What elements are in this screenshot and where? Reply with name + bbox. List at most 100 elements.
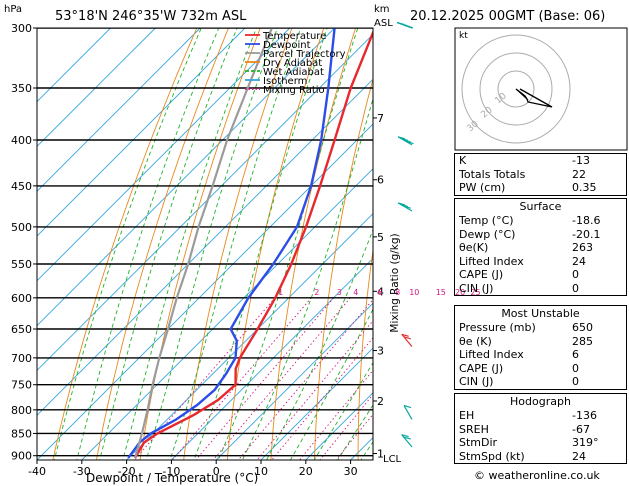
isotherm-line: [37, 28, 156, 148]
datetime-label: 20.12.2025 00GMT (Base: 06): [410, 9, 605, 24]
km-tick-label: 1: [377, 448, 384, 461]
dry-adiabat-line: [314, 77, 373, 460]
row-value: 0: [572, 281, 579, 295]
wind-barb-flag: [403, 336, 411, 340]
indices-rows: K -13 Totals Totals 22 PW (cm) 0.35: [455, 154, 626, 195]
pressure-tick-label: 300: [11, 22, 32, 35]
table-row: Dewp (°C) -20.1: [455, 228, 626, 242]
table-row: CAPE (J) 0: [455, 268, 626, 282]
table-row: Lifted Index 6: [455, 348, 626, 362]
km-tick-label: 2: [377, 395, 384, 408]
dry-adiabat-line: [95, 28, 229, 460]
isotherm-line: [37, 33, 373, 372]
row-value: 285: [572, 334, 593, 348]
row-value: 24: [572, 254, 586, 268]
isotherm-line: [126, 212, 373, 460]
mixing-ratio-label: 20: [455, 288, 465, 297]
hodograph-table-title: Hodograph: [510, 395, 571, 408]
most-unstable-table: Most Unstable Pressure (mb) 650 θe (K) 285 L…: [454, 305, 627, 390]
dewpoint-line: [127, 28, 336, 459]
pressure-tick-label: 850: [11, 427, 32, 440]
wind-barb-flag: [403, 436, 411, 440]
isotherm-line: [37, 28, 246, 237]
wind-barb-flag: [397, 202, 406, 206]
mixing-ratio-labels: 1 2 3 4 6 8 10 15 20 25: [278, 288, 480, 297]
hodograph-ring-20: [479, 52, 553, 126]
row-value: 0.35: [572, 181, 597, 194]
location-label: 53°18'N 246°35'W 732m ASL: [55, 9, 247, 24]
km-unit-label: km: [374, 4, 390, 15]
temperature-tick-label: -40: [28, 465, 46, 478]
table-row: StmDir 319°: [455, 436, 626, 450]
wet-adiabat-line: [122, 28, 257, 460]
mixing-ratio-label: 3: [337, 288, 342, 297]
temperature-tick-label: -10: [162, 465, 180, 478]
row-label: K: [459, 154, 467, 167]
table-row: Totals Totals 22: [455, 168, 626, 182]
wet-adiabat-line: [99, 28, 238, 460]
table-row: PW (cm) 0.35: [455, 181, 626, 195]
temperature-tick-label: -20: [118, 465, 136, 478]
mixing-ratio-label: 8: [395, 288, 400, 297]
pressure-tick-label: 600: [11, 292, 32, 305]
row-label: Lifted Index: [459, 348, 524, 361]
isotherm-line: [81, 168, 373, 460]
pressure-unit-label: hPa: [4, 4, 22, 15]
table-row: θe(K) 263: [455, 241, 626, 255]
row-label: Dewp (°C): [459, 227, 516, 241]
table-row: EH -136: [455, 409, 626, 423]
legend-label: Dry Adiabat: [263, 58, 322, 69]
indices-table: K -13 Totals Totals 22 PW (cm) 0.35: [454, 153, 627, 196]
row-label: Pressure (mb): [459, 321, 536, 334]
row-value: 0: [572, 268, 579, 281]
wind-barb-staff: [401, 333, 413, 347]
wind-barb-flag: [403, 205, 411, 209]
wind-barb: [401, 434, 413, 448]
table-row: CIN (J) 0: [455, 375, 626, 389]
legend-label: Isotherm: [263, 76, 307, 87]
copyright: © weatheronline.co.uk: [474, 469, 600, 482]
pressure-tick-label: 400: [11, 134, 32, 147]
surface-table: Surface Temp (°C) -18.6 Dewp (°C) -20.1 θe(K…: [454, 198, 627, 296]
table-row: Pressure (mb) 650: [455, 321, 626, 335]
pressure-tick-label: 450: [11, 180, 32, 193]
row-value: -18.6: [572, 214, 601, 227]
wind-barb: [397, 202, 413, 212]
hodograph-storm-vector: [515, 88, 529, 101]
most-unstable-rows: Pressure (mb) 650 θe (K) 285 Lifted Index 6 CA…: [455, 321, 626, 389]
km-tick-label: 6: [377, 174, 384, 187]
row-label: CIN (J): [459, 281, 494, 295]
row-value: 263: [572, 241, 593, 254]
row-value: 0: [572, 375, 579, 388]
row-value: 22: [572, 167, 586, 181]
table-row: θe (K) 285: [455, 335, 626, 349]
dry-adiabat-line: [52, 28, 198, 460]
wet-adiabat-line: [313, 361, 373, 460]
parcel-trajectory-line: [133, 28, 273, 459]
axes: 300350400450500550600650700750800850900-…: [11, 22, 402, 478]
row-label: CIN (J): [459, 375, 494, 388]
row-label: Temp (°C): [459, 214, 514, 227]
pressure-tick-label: 500: [11, 221, 32, 234]
x-axis-label: Dewpoint / Temperature (°C): [86, 471, 258, 485]
hodograph-frame: [454, 27, 628, 151]
table-row: CAPE (J) 0: [455, 362, 626, 376]
wet-adiabat-line: [265, 228, 373, 460]
row-label: SREH: [459, 422, 489, 436]
wind-barb-staff: [401, 434, 413, 448]
pressure-tick-label: 550: [11, 258, 32, 271]
pressure-tick-label: 700: [11, 352, 32, 365]
mixing-ratio-label: 6: [377, 288, 382, 297]
row-value: -20.1: [572, 227, 601, 241]
asl-unit-label: ASL: [374, 18, 393, 29]
legend-label: Dewpoint: [263, 40, 311, 51]
row-label: EH: [459, 409, 475, 422]
mixing-ratio-label: 15: [436, 288, 446, 297]
temperature-tick-label: 10: [254, 465, 268, 478]
dry-adiabat-line: [401, 28, 451, 486]
mixing-ratio-label: 2: [314, 288, 319, 297]
temperature-tick-label: 30: [344, 465, 358, 478]
row-value: 650: [572, 321, 593, 334]
